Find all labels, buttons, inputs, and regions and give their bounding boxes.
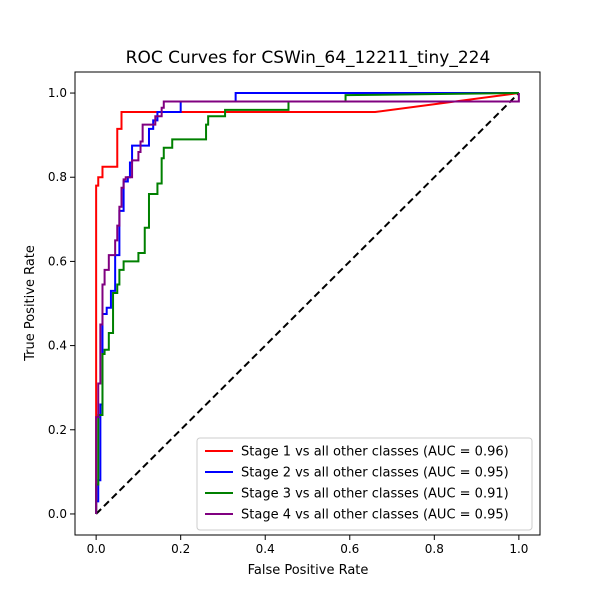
axes-frame bbox=[74, 71, 541, 536]
chart-title: ROC Curves for CSWin_64_12211_tiny_224 bbox=[126, 48, 491, 68]
legend-label-4: Stage 4 vs all other classes (AUC = 0.95… bbox=[241, 508, 509, 523]
y-tick-label: 0.4 bbox=[48, 339, 67, 353]
diagonal-reference-line bbox=[95, 92, 520, 515]
y-tick-label: 0.8 bbox=[48, 170, 67, 184]
legend-label-1: Stage 1 vs all other classes (AUC = 0.96… bbox=[241, 445, 509, 460]
x-tick-label: 0.2 bbox=[171, 542, 190, 556]
axis-ticks: 0.0 0.2 0.4 0.6 0.8 1.0 0.0 0.2 0.4 0.6 0.8 1.0 bbox=[48, 86, 529, 556]
series-line-4 bbox=[95, 93, 520, 514]
y-tick-label: 0.0 bbox=[48, 507, 67, 521]
y-axis-label: True Positive Rate bbox=[23, 245, 38, 362]
y-tick-label: 0.6 bbox=[48, 254, 67, 268]
x-axis-label: False Positive Rate bbox=[248, 563, 369, 578]
x-tick-label: 0.8 bbox=[425, 542, 444, 556]
x-tick-label: 1.0 bbox=[509, 542, 528, 556]
x-tick-label: 0.0 bbox=[87, 542, 106, 556]
legend: Stage 1 vs all other classes (AUC = 0.96… bbox=[196, 437, 533, 531]
legend-label-2: Stage 2 vs all other classes (AUC = 0.95… bbox=[241, 466, 509, 481]
x-tick-label: 0.4 bbox=[256, 542, 275, 556]
x-tick-label: 0.6 bbox=[340, 542, 359, 556]
legend-box bbox=[196, 437, 533, 531]
legend-label-3: Stage 3 vs all other classes (AUC = 0.91… bbox=[241, 487, 509, 502]
plot-area bbox=[74, 71, 541, 536]
y-tick-label: 1.0 bbox=[48, 86, 67, 100]
y-tick-label: 0.2 bbox=[48, 423, 67, 437]
series-line-3 bbox=[95, 92, 519, 514]
